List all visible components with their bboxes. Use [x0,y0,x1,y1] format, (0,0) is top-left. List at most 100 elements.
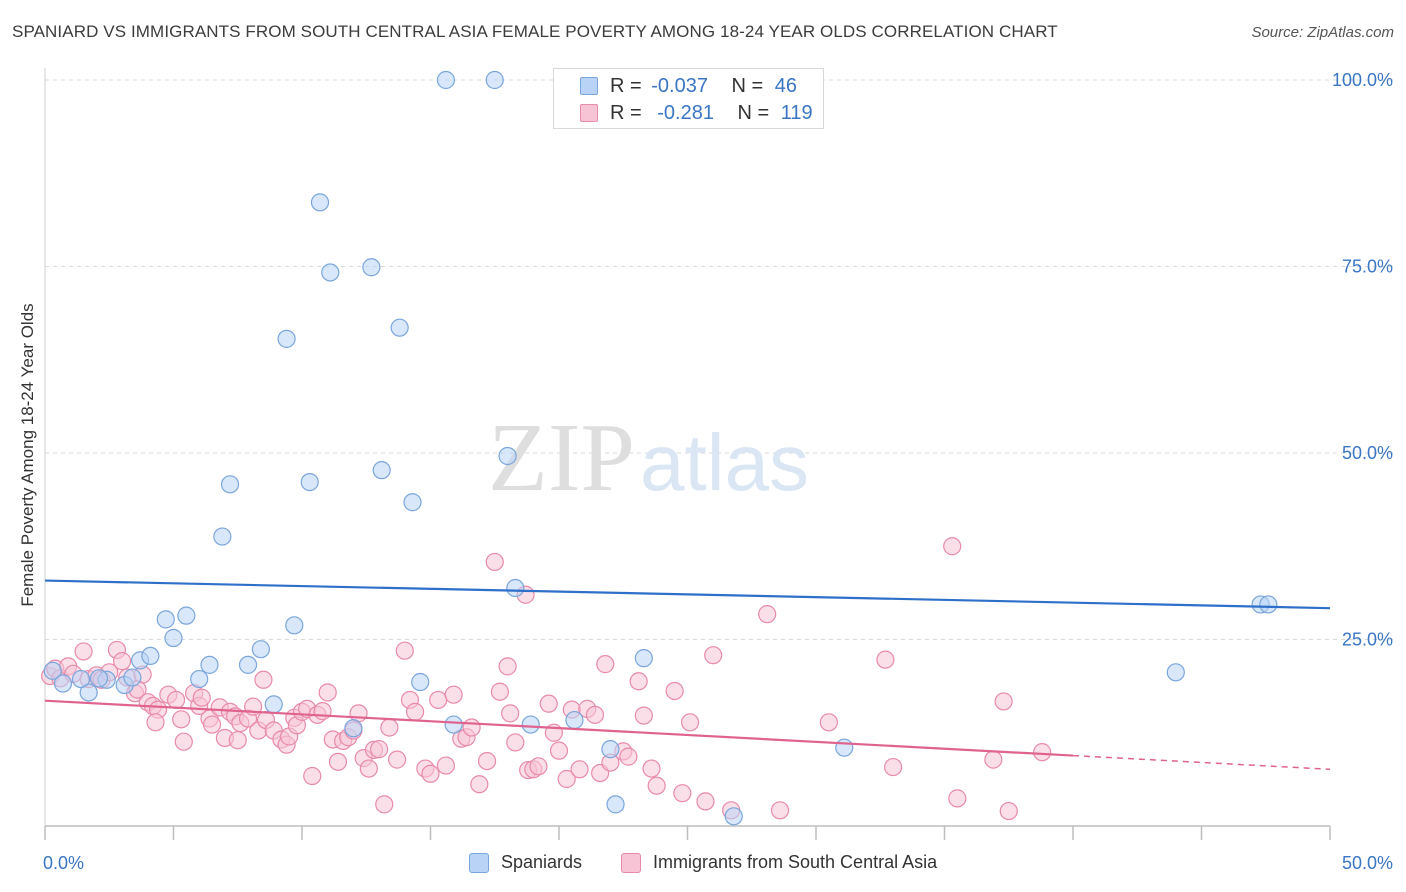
trend-lines [44,579,1331,771]
legend-n-label: N = [737,102,770,124]
y-tick-label: 25.0% [1342,630,1393,650]
immigrants-point [634,706,653,725]
immigrants-point [999,801,1018,821]
immigrants-point [380,718,399,737]
spaniards-point [606,795,625,814]
immigrants-point [557,769,576,789]
spaniards-point [1259,595,1278,614]
spaniards-point [264,695,283,714]
immigrants-point [254,670,273,689]
immigrants-point [758,605,777,624]
spaniards-point [724,807,743,826]
immigrants-point [166,690,186,710]
spaniards-point [362,258,381,277]
immigrants-point [405,702,425,721]
spaniards-point [835,738,854,757]
legend-n-value: 119 [780,102,813,124]
immigrants-point [328,752,348,771]
immigrants-point [539,694,558,713]
spaniards-point [164,628,183,648]
spaniards-point [190,669,209,689]
immigrants-point [501,704,520,723]
immigrants-point [429,690,448,710]
spaniards-point [43,661,62,680]
immigrants-point [506,733,525,752]
spaniards-point [71,669,91,689]
spaniards-point [436,70,456,90]
immigrants-point [370,740,389,759]
spaniards-point [200,655,219,674]
immigrants-point [395,641,414,660]
spaniards-point [444,715,463,734]
immigrants-point [570,760,589,779]
immigrants-point [642,759,661,778]
spaniards-point [277,329,296,348]
correlation-legend: R = -0.037 N = 46 R = -0.281 N = 119 [553,68,824,129]
spaniards-point [506,578,525,598]
spaniards-point [321,263,340,282]
immigrants-point [375,795,394,814]
spaniards-point [89,669,109,688]
immigrants-point [529,757,548,776]
immigrants-point [387,750,407,769]
spaniards-point [141,646,160,666]
immigrants-point [696,792,715,811]
spaniards-point [285,616,304,635]
x-tick-label: 0.0% [43,853,84,873]
immigrants-point [172,710,191,729]
immigrants-point [596,655,615,674]
bottom-legend-label: Spaniards [501,852,583,872]
immigrants-point [359,759,378,778]
immigrants-point [112,652,132,671]
spaniards-point [521,715,540,734]
immigrants-point [680,713,700,732]
spaniards-point [123,668,142,687]
immigrants-point [948,789,967,808]
spaniards-point [53,674,73,693]
immigrants-point [883,757,903,777]
spaniards-point [156,610,175,629]
legend-r-label: R = [610,102,642,124]
immigrants-point [1033,743,1052,762]
immigrants-point [585,705,605,724]
y-tick-label: 75.0% [1342,257,1393,277]
immigrants-point [436,756,456,775]
x-tick-label: 50.0% [1342,853,1393,873]
immigrants-point [318,683,337,702]
immigrants-point [303,766,322,786]
immigrants-point [174,732,193,751]
legend-swatch-blue [580,77,598,95]
immigrants-trend-line [44,699,1074,757]
legend-swatch-pink [580,104,598,122]
spaniards-point [213,527,232,546]
immigrants-point [470,775,489,794]
spaniards-trend-line [44,579,1331,610]
immigrants-point [770,801,790,820]
immigrants-point [313,702,332,721]
spaniards-point [251,640,270,659]
spaniards-point [601,740,620,759]
series-spaniards-points [43,70,1278,826]
legend-r-label: R = [610,75,642,97]
immigrants-point [421,764,440,783]
immigrants-point [984,750,1003,769]
immigrants-point [876,650,895,669]
source-label: Source: ZipAtlas.com [1251,24,1394,41]
immigrants-point [146,713,165,732]
spaniards-point [372,461,391,480]
spaniards-point [300,472,319,492]
spaniards-point [310,193,330,212]
immigrants-point [490,682,509,701]
spaniards-point [403,493,422,512]
spaniards-point [177,606,196,625]
spaniards-point [220,475,240,494]
immigrants-point [477,751,497,771]
immigrants-point [647,776,666,795]
spaniards-point [411,672,430,692]
axes [44,68,1331,840]
legend-r-value: -0.281 [657,102,714,124]
immigrants-point [202,715,222,734]
spaniards-point [565,710,584,730]
bottom-legend-swatch-pink [621,853,641,873]
